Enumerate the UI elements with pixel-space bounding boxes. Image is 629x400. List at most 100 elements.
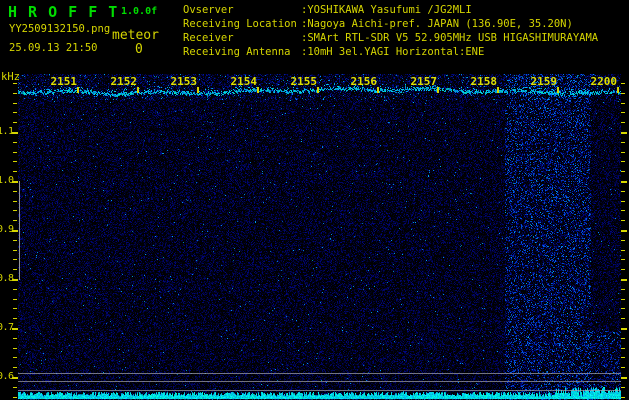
freq-minor-tick (621, 210, 625, 211)
freq-minor-tick (13, 367, 17, 368)
freq-minor-tick (621, 357, 625, 358)
time-tick (557, 87, 559, 93)
freq-minor-tick (621, 191, 625, 192)
freq-minor-tick (621, 201, 625, 202)
freq-minor-tick (13, 191, 17, 192)
time-tick (617, 87, 619, 93)
freq-minor-tick (13, 269, 17, 270)
info-value: :YOSHIKAWA Yasufumi /JG2MLI (301, 4, 472, 16)
freq-tick-label: 0.7 (0, 322, 14, 333)
app-title: H R O F F T (8, 3, 119, 21)
time-tick-label: 2158 (470, 75, 498, 88)
info-value: :10mH 3el.YAGI Horizontal:ENE (301, 46, 485, 58)
freq-minor-tick (13, 387, 17, 388)
time-tick (377, 87, 379, 93)
freq-minor-tick (13, 93, 17, 94)
time-tick-label: 2151 (50, 75, 78, 88)
info-row: Receiving Antenna:10mH 3el.YAGI Horizont… (183, 45, 598, 59)
time-tick-label: 2157 (410, 75, 438, 88)
freq-minor-tick (621, 387, 625, 388)
freq-minor-tick (13, 397, 17, 398)
freq-minor-tick (621, 171, 625, 172)
freq-minor-tick (13, 220, 17, 221)
freq-minor-tick (13, 240, 17, 241)
freq-minor-tick (13, 142, 17, 143)
freq-major-tick (621, 230, 627, 232)
freq-minor-tick (13, 357, 17, 358)
station-info-block: Ovserver:YOSHIKAWA Yasufumi /JG2MLI Recei… (183, 3, 598, 59)
freq-tick-label: 1.1 (0, 126, 14, 137)
freq-minor-tick (621, 122, 625, 123)
freq-tick-label: 0.6 (0, 371, 14, 382)
freq-minor-tick (621, 308, 625, 309)
freq-minor-tick (621, 93, 625, 94)
time-tick-label: 2200 (590, 75, 618, 88)
freq-minor-tick (621, 367, 625, 368)
freq-minor-tick (621, 250, 625, 251)
info-row: Receiver :SMArt RTL-SDR V5 52.905MHz USB … (183, 31, 598, 45)
freq-minor-tick (13, 122, 17, 123)
info-value: :SMArt RTL-SDR V5 52.905MHz USB HIGASHIM… (301, 32, 599, 44)
info-label: Receiver (183, 32, 234, 44)
freq-minor-tick (13, 103, 17, 104)
freq-minor-tick (13, 171, 17, 172)
freq-minor-tick (621, 348, 625, 349)
info-label: Receiving Location (183, 18, 297, 30)
freq-minor-tick (621, 112, 625, 113)
time-tick-label: 2155 (290, 75, 318, 88)
freq-minor-tick (621, 103, 625, 104)
time-tick (77, 87, 79, 93)
freq-major-tick (621, 328, 627, 330)
freq-minor-tick (13, 318, 17, 319)
freq-minor-tick (621, 161, 625, 162)
time-tick-label: 2152 (110, 75, 138, 88)
freq-minor-tick (621, 338, 625, 339)
app-version: 1.0.0f (121, 6, 158, 17)
meteor-count: 0 (135, 42, 143, 57)
freq-minor-tick (13, 161, 17, 162)
time-tick-label: 2159 (530, 75, 558, 88)
freq-minor-tick (621, 259, 625, 260)
file-name: YY2509132150.png (9, 23, 111, 35)
freq-minor-tick (13, 83, 17, 84)
info-value: :Nagoya Aichi-pref. JAPAN (136.90E, 35.2… (301, 18, 573, 30)
freq-tick-label: 0.9 (0, 224, 14, 235)
time-tick (137, 87, 139, 93)
freq-major-tick (12, 132, 18, 134)
freq-minor-tick (13, 338, 17, 339)
capture-datetime: 25.09.13 21:50 (9, 42, 98, 54)
freq-tick-label: 0.8 (0, 273, 14, 284)
spectrogram-canvas (18, 74, 621, 400)
freq-minor-tick (13, 289, 17, 290)
freq-minor-tick (621, 83, 625, 84)
freq-minor-tick (621, 299, 625, 300)
freq-minor-tick (13, 201, 17, 202)
info-row: Receiving Location :Nagoya Aichi-pref. JA… (183, 17, 598, 31)
freq-minor-tick (13, 112, 17, 113)
freq-minor-tick (621, 289, 625, 290)
freq-minor-tick (13, 210, 17, 211)
meteor-label: meteor (112, 28, 159, 43)
freq-minor-tick (13, 152, 17, 153)
freq-major-tick (12, 279, 18, 281)
freq-minor-tick (621, 142, 625, 143)
freq-major-tick (621, 377, 627, 379)
freq-minor-tick (621, 318, 625, 319)
time-tick (317, 87, 319, 93)
freq-minor-tick (13, 308, 17, 309)
time-tick-label: 2153 (170, 75, 198, 88)
freq-minor-tick (621, 397, 625, 398)
time-tick-label: 2154 (230, 75, 258, 88)
time-tick (197, 87, 199, 93)
freq-minor-tick (621, 269, 625, 270)
freq-major-tick (621, 279, 627, 281)
info-row: Ovserver:YOSHIKAWA Yasufumi /JG2MLI (183, 3, 598, 17)
freq-minor-tick (13, 348, 17, 349)
time-tick (497, 87, 499, 93)
freq-major-tick (12, 328, 18, 330)
time-tick (257, 87, 259, 93)
freq-major-tick (621, 132, 627, 134)
freq-major-tick (12, 377, 18, 379)
freq-major-tick (12, 181, 18, 183)
